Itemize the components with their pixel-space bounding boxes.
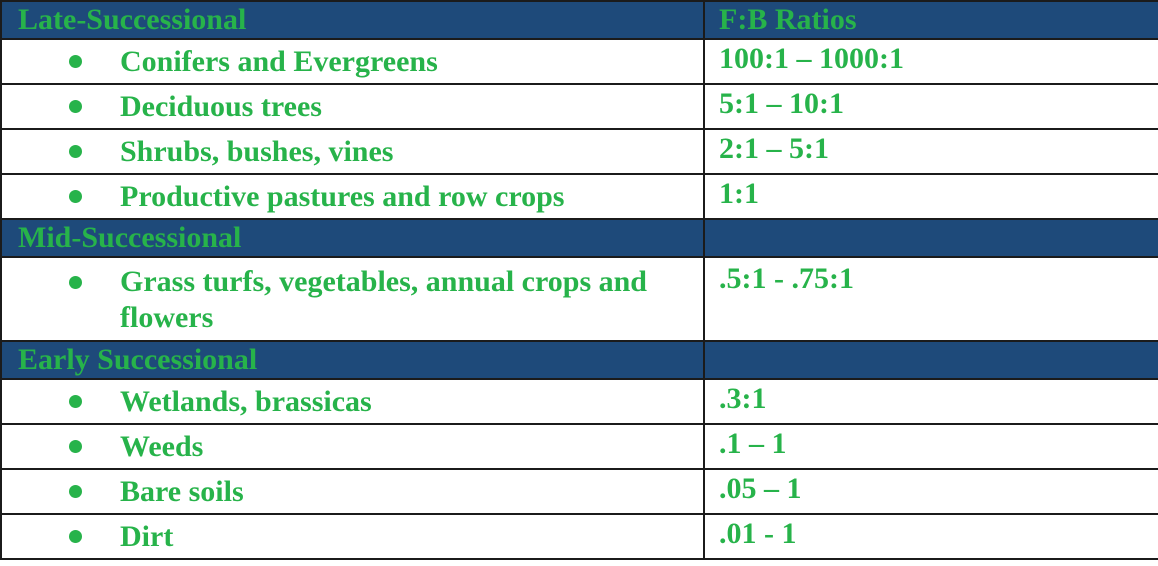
table-row-label: Conifers and Evergreens [2, 40, 705, 85]
bullet-icon [2, 145, 120, 158]
row-label: Bare soils [120, 474, 244, 508]
header-fb-ratios: F:B Ratios [705, 2, 1158, 40]
bullet-icon [2, 440, 120, 453]
bullet-icon [2, 395, 120, 408]
row-ratio: 2:1 – 5:1 [705, 130, 1158, 175]
bullet-icon [2, 485, 120, 498]
bullet-icon [2, 100, 120, 113]
bullet-icon [2, 530, 120, 543]
table-row-label: Dirt [2, 515, 705, 560]
header-mid-successional: Mid-Successional [2, 220, 705, 258]
bullet-icon [2, 264, 120, 289]
table-row-label: Deciduous trees [2, 85, 705, 130]
header-early-successional: Early Successional [2, 342, 705, 380]
row-ratio: .1 – 1 [705, 425, 1158, 470]
header-mid-blank [705, 220, 1158, 258]
row-label: Dirt [120, 519, 174, 553]
table-row-label: Bare soils [2, 470, 705, 515]
table-row-label: Wetlands, brassicas [2, 380, 705, 425]
row-ratio: .05 – 1 [705, 470, 1158, 515]
table-row-label: Weeds [2, 425, 705, 470]
row-label: Deciduous trees [120, 89, 322, 123]
row-ratio: 5:1 – 10:1 [705, 85, 1158, 130]
row-ratio: .3:1 [705, 380, 1158, 425]
bullet-icon [2, 55, 120, 68]
row-ratio: 100:1 – 1000:1 [705, 40, 1158, 85]
row-label: Grass turfs, vegetables, annual crops an… [120, 265, 647, 334]
row-ratio: .01 - 1 [705, 515, 1158, 560]
row-label: Weeds [120, 429, 204, 463]
header-early-blank [705, 342, 1158, 380]
table-row-label: Grass turfs, vegetables, annual crops an… [2, 258, 705, 342]
row-label: Conifers and Evergreens [120, 44, 438, 78]
table-row-label: Shrubs, bushes, vines [2, 130, 705, 175]
row-ratio: .5:1 - .75:1 [705, 258, 1158, 342]
header-late-successional: Late-Successional [2, 2, 705, 40]
row-label: Productive pastures and row crops [120, 179, 565, 213]
row-label: Wetlands, brassicas [120, 384, 372, 418]
table-row-label: Productive pastures and row crops [2, 175, 705, 220]
row-ratio: 1:1 [705, 175, 1158, 220]
row-label: Shrubs, bushes, vines [120, 134, 394, 168]
bullet-icon [2, 190, 120, 203]
